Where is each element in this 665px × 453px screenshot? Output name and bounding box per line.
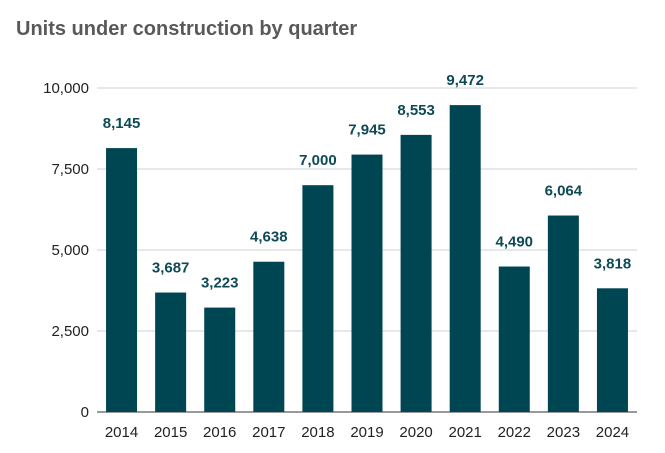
data-label: 7,945 — [348, 122, 386, 139]
x-tick-label: 2021 — [448, 424, 481, 441]
y-tick-label: 7,500 — [51, 161, 89, 178]
bar — [155, 292, 187, 412]
x-tick-label: 2024 — [596, 424, 629, 441]
y-tick-label: 0 — [81, 404, 89, 421]
bar — [106, 148, 138, 413]
x-tick-label: 2020 — [399, 424, 432, 441]
data-label: 8,145 — [103, 115, 141, 132]
y-tick-label: 10,000 — [43, 80, 89, 97]
data-label: 3,223 — [201, 275, 239, 292]
data-label: 3,818 — [594, 255, 632, 272]
bar — [400, 134, 432, 412]
bar — [351, 154, 383, 412]
data-label: 3,687 — [152, 260, 190, 277]
y-tick-label: 5,000 — [51, 242, 89, 259]
x-tick-label: 2023 — [547, 424, 580, 441]
bar — [498, 266, 530, 412]
x-tick-label: 2015 — [154, 424, 187, 441]
bar — [204, 307, 236, 412]
bar — [596, 288, 628, 412]
bar — [253, 261, 285, 412]
y-tick-label: 2,500 — [51, 323, 89, 340]
x-tick-label: 2017 — [252, 424, 285, 441]
bar — [547, 215, 579, 412]
x-axis-ticks: 2014 2015 2016 2017 2018 2019 2020 2021 2022 2023… — [105, 424, 629, 441]
data-label: 4,490 — [495, 234, 533, 251]
bar — [302, 185, 334, 412]
bar — [449, 105, 481, 412]
x-tick-label: 2016 — [203, 424, 236, 441]
data-labels: 8,145 3,687 3,223 4,638 7,000 7,945 8,553 9,472… — [103, 72, 631, 291]
data-label: 7,000 — [299, 152, 337, 169]
x-tick-label: 2014 — [105, 424, 138, 441]
data-label: 8,553 — [397, 102, 435, 119]
data-label: 4,638 — [250, 229, 288, 246]
x-tick-label: 2019 — [350, 424, 383, 441]
chart-title: Units under construction by quarter — [16, 18, 358, 40]
bars — [106, 105, 628, 413]
data-label: 6,064 — [545, 183, 583, 200]
x-tick-label: 2018 — [301, 424, 334, 441]
data-label: 9,472 — [446, 72, 484, 89]
x-tick-label: 2022 — [498, 424, 531, 441]
y-axis-ticks: 0 2,500 5,000 7,500 10,000 — [43, 80, 89, 421]
